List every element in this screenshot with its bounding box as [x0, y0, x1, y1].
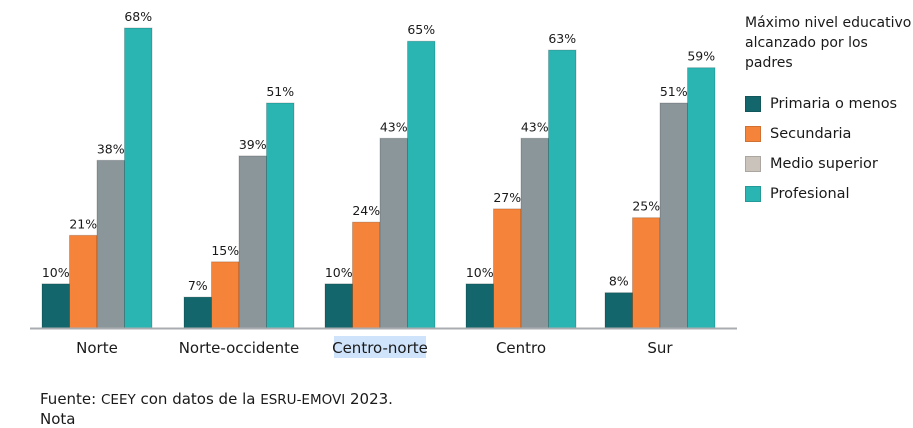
legend-swatch-icon — [745, 96, 761, 112]
bar-norte-occidente-profesional — [266, 102, 295, 329]
bar-norte-occidente-primaria-o-menos — [183, 296, 212, 329]
source-label: Fuente: — [40, 390, 97, 408]
value-label-norte-primaria-o-menos: 10% — [42, 265, 70, 280]
legend-item-profesional: Profesional — [745, 179, 913, 209]
legend-swatch-icon — [745, 156, 761, 172]
bar-norte-secundaria — [69, 234, 98, 329]
legend-label: Profesional — [770, 186, 850, 202]
legend: Máximo nivel educativo alcanzado por los… — [745, 13, 913, 209]
value-label-centro-norte-secundaria: 24% — [352, 203, 380, 218]
source-note: Fuente: CEEY con datos de la ESRU-EMOVI … — [40, 390, 393, 408]
value-label-centro-secundaria: 27% — [493, 190, 521, 205]
bar-centro-norte-primaria-o-menos — [324, 283, 353, 329]
legend-swatch-icon — [745, 186, 761, 202]
text-selection-highlight — [334, 336, 426, 358]
bar-norte-occidente-medio-superior — [238, 155, 267, 329]
source-org: CEEY — [101, 392, 136, 408]
value-label-centro-norte-profesional: 65% — [407, 22, 435, 37]
bar-centro-profesional — [548, 49, 577, 329]
value-label-centro-norte-medio-superior: 43% — [380, 119, 408, 134]
legend-title: Máximo nivel educativo alcanzado por los… — [745, 15, 912, 71]
bar-centro-secundaria — [493, 208, 522, 329]
bar-norte-profesional — [124, 27, 153, 329]
value-label-sur-secundaria: 25% — [632, 199, 660, 214]
source-year: 2023. — [345, 390, 393, 408]
bar-norte-medio-superior — [96, 159, 125, 329]
legend-label: Primaria o menos — [770, 96, 898, 112]
category-label-sur: Sur — [647, 339, 673, 357]
legend-item-secundaria: Secundaria — [745, 119, 913, 149]
category-label-centro: Centro — [496, 339, 546, 357]
bar-centro-norte-secundaria — [352, 221, 381, 329]
legend-swatch-icon — [745, 126, 761, 142]
value-label-centro-profesional: 63% — [548, 31, 576, 46]
value-label-sur-medio-superior: 51% — [660, 84, 688, 99]
value-label-sur-profesional: 59% — [687, 49, 715, 64]
value-label-norte-occidente-profesional: 51% — [266, 84, 294, 99]
bar-sur-primaria-o-menos — [604, 292, 633, 329]
note-line: Nota — [40, 410, 76, 428]
value-label-norte-occidente-medio-superior: 39% — [239, 137, 267, 152]
value-label-centro-norte-primaria-o-menos: 10% — [325, 265, 353, 280]
value-label-norte-secundaria: 21% — [69, 216, 97, 231]
bar-sur-secundaria — [632, 217, 661, 329]
value-label-norte-occidente-primaria-o-menos: 7% — [188, 278, 208, 293]
value-label-norte-occidente-secundaria: 15% — [211, 243, 239, 258]
value-label-sur-primaria-o-menos: 8% — [609, 274, 629, 289]
bar-centro-norte-profesional — [407, 40, 436, 329]
bar-sur-medio-superior — [659, 102, 688, 329]
bar-centro-norte-medio-superior — [379, 137, 408, 329]
bar-norte-occidente-secundaria — [211, 261, 240, 329]
source-survey: ESRU-EMOVI — [260, 392, 346, 408]
source-mid: con datos de la — [135, 390, 261, 408]
legend-item-medio-superior: Medio superior — [745, 149, 913, 179]
value-label-centro-medio-superior: 43% — [521, 119, 549, 134]
bar-sur-profesional — [687, 67, 716, 329]
bar-chart: 10% 21% 38% 68% 7% 15% 39% 51% 10% 24% 43% 65% 10% 27… — [30, 9, 737, 358]
value-label-centro-primaria-o-menos: 10% — [466, 265, 494, 280]
value-label-norte-medio-superior: 38% — [97, 141, 125, 156]
legend-label: Secundaria — [770, 126, 852, 142]
legend-label: Medio superior — [770, 156, 878, 172]
legend-item-primaria-o-menos: Primaria o menos — [745, 89, 913, 119]
value-label-norte-profesional: 68% — [124, 9, 152, 24]
category-label-norte-occidente: Norte-occidente — [179, 339, 300, 357]
bar-norte-primaria-o-menos — [41, 283, 70, 329]
bar-centro-primaria-o-menos — [465, 283, 494, 329]
category-label-centro-norte: Centro-norte — [332, 339, 428, 357]
category-label-norte: Norte — [76, 339, 118, 357]
bar-centro-medio-superior — [520, 137, 549, 329]
